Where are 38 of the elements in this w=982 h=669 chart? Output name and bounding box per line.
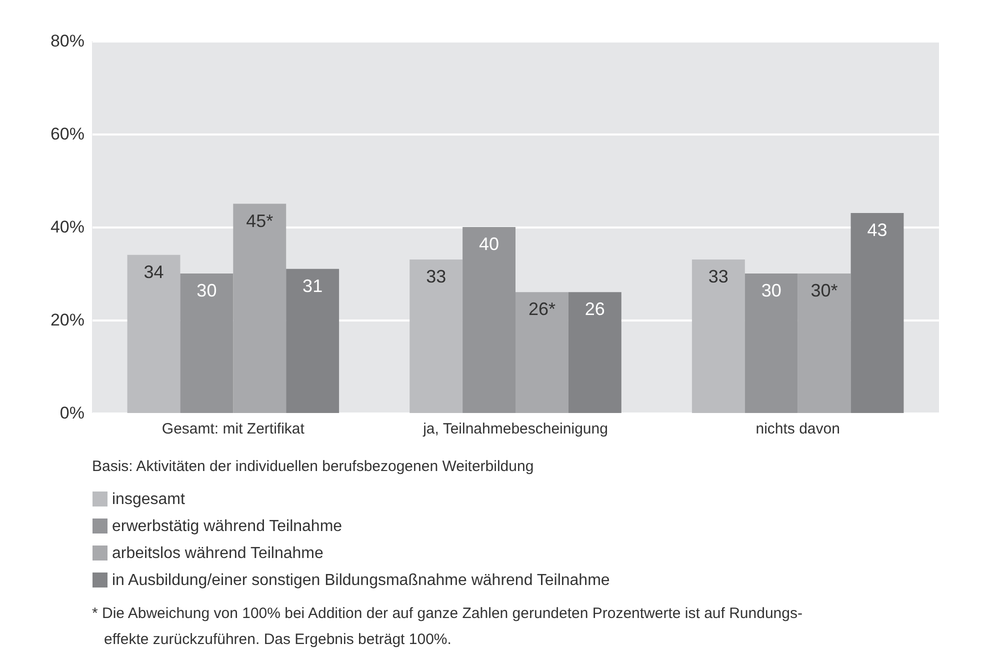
legend-label: arbeitslos während Teilnahme bbox=[112, 545, 324, 562]
y-tick-label: 20% bbox=[50, 310, 84, 330]
bar bbox=[233, 204, 286, 413]
data-label: 30* bbox=[810, 280, 838, 300]
bar bbox=[568, 292, 622, 413]
legend-label: in Ausbildung/einer sonstigen Bildungsmaßnahme während Teilnahme bbox=[112, 572, 610, 589]
data-label: 26* bbox=[528, 299, 556, 320]
x-tick-label: Gesamt: mit Zertifikat bbox=[162, 420, 306, 438]
y-tick-label: 0% bbox=[60, 404, 84, 422]
legend-label: erwerbstätig während Teilnahme bbox=[112, 518, 342, 535]
text: Basis: Aktivitäten der individuellen berufsbezogenen Weiterbildung bbox=[92, 458, 534, 475]
y-tick-label: 60% bbox=[50, 124, 84, 144]
legend-label: insgesamt bbox=[112, 491, 186, 508]
x-tick-label: ja, Teilnahmebescheinigung bbox=[422, 420, 608, 438]
bar bbox=[516, 292, 568, 413]
bar bbox=[692, 260, 745, 413]
bar bbox=[180, 274, 234, 413]
bar bbox=[410, 260, 463, 413]
data-label: 30 bbox=[761, 280, 782, 300]
data-label: 34 bbox=[144, 262, 164, 282]
bar bbox=[798, 274, 851, 413]
data-label: 40 bbox=[479, 234, 500, 254]
data-label: 31 bbox=[302, 276, 323, 296]
data-label: 33 bbox=[426, 266, 446, 287]
y-tick-label: 40% bbox=[50, 218, 84, 236]
data-label: 43 bbox=[867, 220, 888, 240]
data-label: 45* bbox=[246, 210, 274, 231]
x-tick-label: nichts davon bbox=[756, 420, 840, 438]
bar bbox=[127, 254, 180, 413]
y-tick-label: 80% bbox=[50, 32, 84, 50]
bar bbox=[744, 274, 798, 413]
data-label: 33 bbox=[708, 266, 728, 287]
data-label: 26 bbox=[584, 299, 605, 320]
bar bbox=[462, 227, 516, 413]
data-label: 30 bbox=[196, 280, 217, 300]
bar bbox=[850, 213, 904, 413]
text: * Die Abweichung von 100% bei Addition der auf ganze Zahlen gerundeten Prozentwerte ist auf Rundungs- effekte zurückzuführen. Das Ergebnis beträgt 100%. bbox=[92, 605, 802, 648]
bar bbox=[286, 268, 340, 413]
